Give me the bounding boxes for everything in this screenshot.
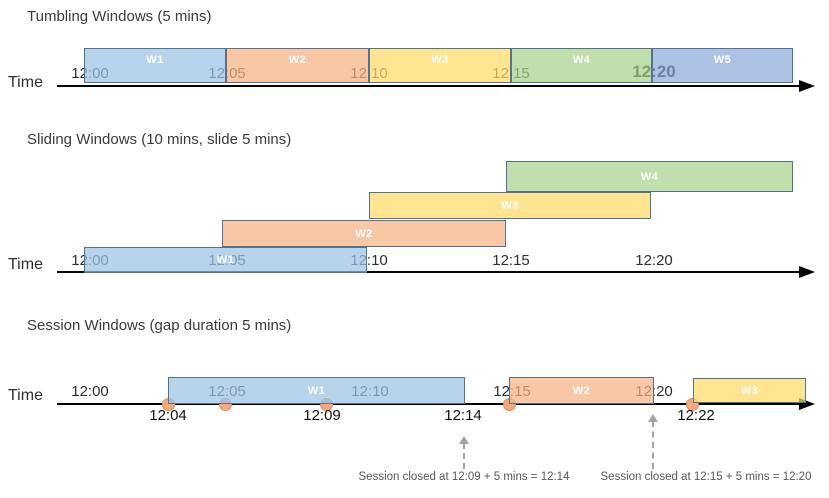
tumbling-window-w5: W5 <box>652 48 793 83</box>
tumbling-window-label: W5 <box>713 54 732 66</box>
session-window-w1: W1 <box>168 377 465 404</box>
session-time-axis-label: Time <box>8 387 43 404</box>
sliding-axis-arrowhead-icon <box>799 266 815 278</box>
tumbling-window-label: W2 <box>288 54 307 66</box>
sliding-time-axis <box>57 271 800 273</box>
session-annotation-arrowhead-icon <box>459 436 469 444</box>
sliding-tick-label: 12:15 <box>492 252 530 269</box>
tumbling-time-axis-label: Time <box>8 74 43 91</box>
session-window-label: W3 <box>740 384 759 397</box>
tumbling-window-label: W1 <box>146 54 164 66</box>
session-time-axis <box>57 403 800 405</box>
tumbling-window-w1: W1 <box>84 48 226 83</box>
sliding-window-w1: W1 <box>84 247 367 273</box>
session-window-w3: W3 <box>693 378 806 403</box>
sliding-window-label: W3 <box>501 199 519 212</box>
session-event-time-label: 12:22 <box>677 407 715 424</box>
sliding-window-label: W4 <box>640 170 659 183</box>
sliding-time-axis-label: Time <box>8 256 43 273</box>
tumbling-window-w3: W3 <box>369 48 511 83</box>
session-window-label: W1 <box>307 384 326 397</box>
sliding-chart-title: Sliding Windows (10 mins, slide 5 mins) <box>27 131 292 148</box>
tumbling-time-axis <box>57 85 800 87</box>
tumbling-axis-arrowhead-icon <box>799 80 815 92</box>
session-annotation-arrow-line <box>463 443 465 469</box>
session-event-time-label: 12:14 <box>444 407 482 424</box>
tumbling-window-label: W3 <box>431 54 449 66</box>
session-event-time-label: 12:04 <box>149 407 187 424</box>
session-window-label: W2 <box>572 384 591 397</box>
sliding-window-w3: W3 <box>369 192 651 219</box>
sliding-window-w4: W4 <box>506 161 793 192</box>
sliding-window-label: W2 <box>355 227 373 240</box>
sliding-window-label: W1 <box>216 254 235 266</box>
tumbling-window-w4: W4 <box>511 48 652 83</box>
session-closed-note: Session closed at 12:15 + 5 mins = 12:20 <box>600 471 812 483</box>
session-event-time-label: 12:09 <box>303 407 341 424</box>
session-annotation-arrow-line <box>652 421 654 469</box>
sliding-window-w2: W2 <box>222 220 506 247</box>
session-window-w2: W2 <box>509 377 654 404</box>
session-tick-label: 12:00 <box>71 383 109 400</box>
tumbling-chart-title: Tumbling Windows (5 mins) <box>27 8 212 25</box>
session-closed-note: Session closed at 12:09 + 5 mins = 12:14 <box>358 471 570 483</box>
sliding-tick-label: 12:20 <box>635 252 673 269</box>
session-chart-title: Session Windows (gap duration 5 mins) <box>27 317 292 334</box>
tumbling-window-label: W4 <box>572 54 591 66</box>
tumbling-window-w2: W2 <box>226 48 369 83</box>
session-annotation-arrowhead-icon <box>648 414 658 422</box>
